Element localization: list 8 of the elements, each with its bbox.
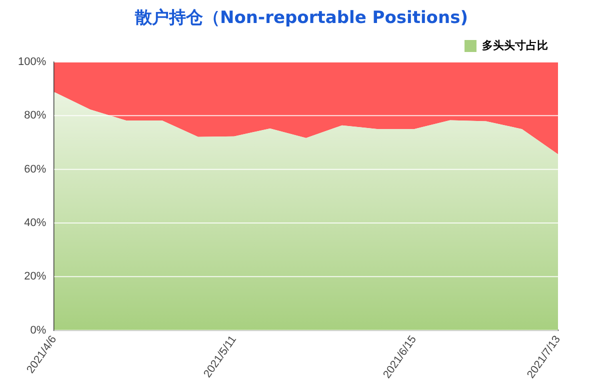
y-tick-label: 40% [24, 217, 46, 230]
legend-label: 多头头寸占比 [482, 39, 548, 52]
y-tick-label: 20% [24, 270, 46, 283]
y-tick-label: 0% [30, 324, 46, 336]
chart-title: 散户持仓（Non-reportable Positions) [134, 7, 469, 29]
y-tick-label: 60% [24, 163, 46, 176]
y-tick-label: 100% [18, 56, 46, 68]
y-tick-label: 80% [24, 110, 46, 122]
